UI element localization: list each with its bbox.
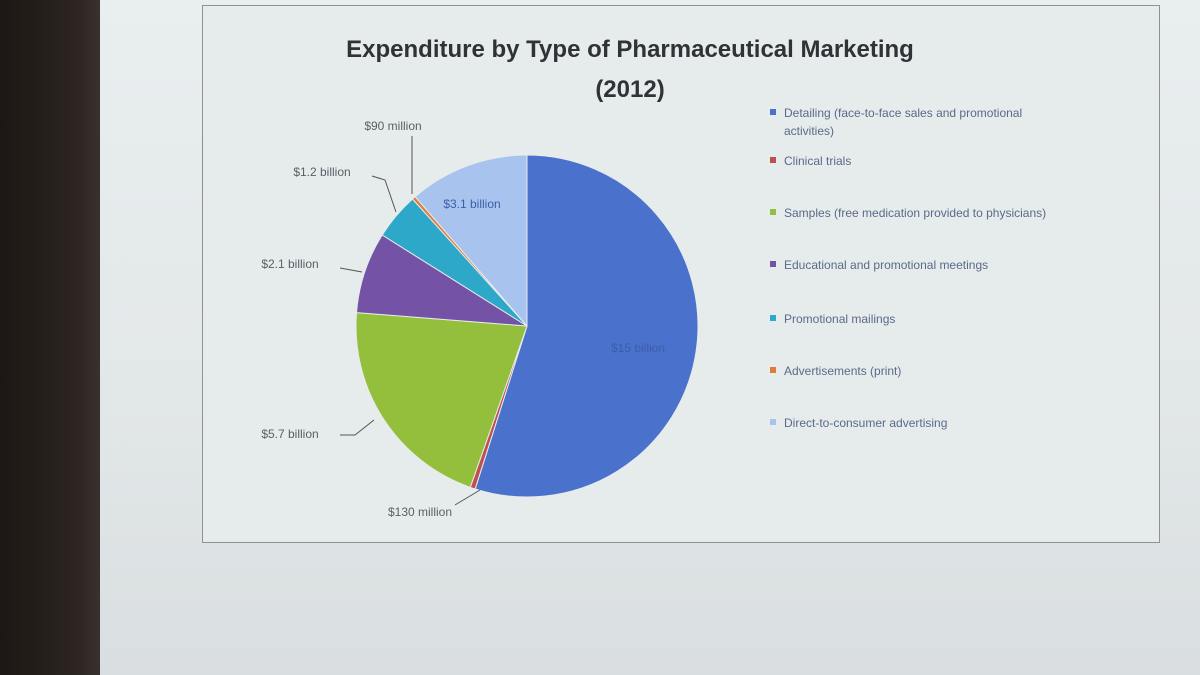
legend-label-2: Clinical trials — [784, 154, 852, 168]
legend-label-7: Direct-to-consumer advertising — [784, 416, 948, 430]
data-label-1: $15 billion — [611, 341, 665, 355]
legend-swatch-4 — [770, 261, 776, 267]
leader-line-2 — [454, 489, 481, 506]
legend-swatch-2 — [770, 157, 776, 163]
legend-item-2: Clinical trials — [770, 152, 1070, 170]
legend-label-4: Educational and promotional meetings — [784, 258, 989, 272]
legend-item-3: Samples (free medication provided to phy… — [770, 204, 1070, 222]
chart-subtitle: (2012) — [595, 76, 665, 103]
legend-item-1: Detailing (face-to-face sales and promot… — [770, 104, 1070, 140]
legend-label-1: Detailing (face-to-face sales and promot… — [784, 106, 1023, 138]
legend-label-3: Samples (free medication provided to phy… — [784, 206, 1047, 220]
legend-item-6: Advertisements (print) — [770, 362, 1070, 380]
data-label-2: $130 million — [388, 505, 452, 519]
pie-slice-7 — [414, 154, 528, 328]
legend-swatch-5 — [770, 315, 776, 321]
data-label-4: $2.1 billion — [261, 257, 318, 271]
legend-label-6: Advertisements (print) — [784, 364, 902, 378]
legend-swatch-7 — [770, 419, 776, 425]
legend-item-4: Educational and promotional meetings — [770, 256, 1070, 274]
data-label-6: $90 million — [364, 119, 421, 133]
legend-item-7: Direct-to-consumer advertising — [770, 414, 1070, 432]
data-labels: $15 billion $130 million $5.7 billion $2.1 … — [261, 119, 665, 519]
leader-line-5 — [371, 175, 397, 213]
pie-slice-1 — [474, 154, 699, 498]
legend-swatch-1 — [770, 109, 776, 115]
dark-background-edge — [0, 0, 105, 675]
legend-swatch-3 — [770, 209, 776, 215]
legend-swatch-6 — [770, 367, 776, 373]
pie-slice-3 — [355, 312, 528, 488]
pie-slices — [355, 154, 699, 498]
data-label-3: $5.7 billion — [261, 427, 318, 441]
legend-label-5: Promotional mailings — [784, 312, 896, 326]
leader-line-3 — [340, 419, 375, 436]
leader-lines — [339, 136, 481, 506]
data-label-7: $3.1 billion — [443, 197, 500, 211]
chart-title: Expenditure by Type of Pharmaceutical Ma… — [200, 30, 1060, 110]
data-label-5: $1.2 billion — [293, 165, 350, 179]
chart-title-text: Expenditure by Type of Pharmaceutical Ma… — [346, 36, 914, 63]
leader-line-4 — [339, 267, 363, 273]
legend-item-5: Promotional mailings — [770, 310, 1070, 328]
